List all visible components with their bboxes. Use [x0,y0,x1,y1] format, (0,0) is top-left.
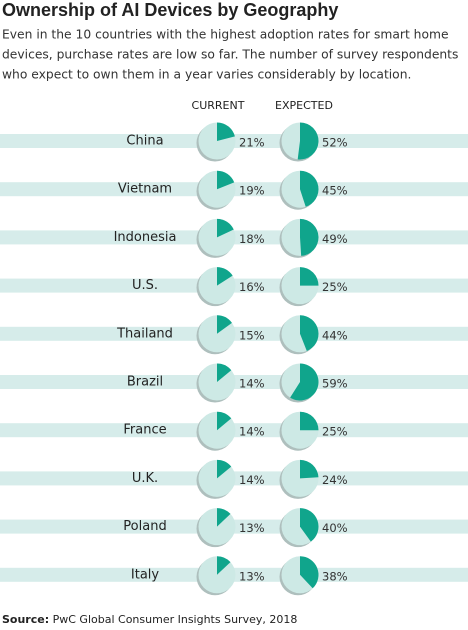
category-label: U.K. [132,471,158,486]
category-label: Poland [123,519,166,534]
pie-slice [300,315,319,352]
category-label: Vietnam [118,182,172,197]
value-label: 14% [239,425,265,439]
pie-slice [217,122,235,141]
subtitle-line: Even in the 10 countries with the highes… [2,28,449,42]
column-header: EXPECTED [275,99,333,112]
pie-slice [217,218,234,238]
value-label: 24% [322,473,348,487]
value-label: 18% [239,232,265,246]
value-label: 19% [239,184,265,198]
value-label: 44% [322,328,348,342]
pie-slice [217,459,232,479]
category-label: Brazil [127,375,163,390]
column-header: CURRENT [192,99,245,112]
pie-slice [300,170,319,207]
pie-slice [217,508,231,527]
pie-slice [300,459,319,479]
value-label: 14% [239,377,265,391]
value-label: 45% [322,184,348,198]
pie-slice [217,363,232,382]
value-label: 52% [322,136,348,150]
source-label: Source: [2,613,49,626]
value-label: 40% [322,521,348,535]
value-label: 25% [322,425,348,439]
pie-slice [217,411,232,431]
value-label: 14% [239,473,265,487]
value-label: 59% [322,377,348,391]
value-label: 38% [322,569,348,583]
pie-slice [297,122,319,160]
value-label: 13% [239,569,265,583]
value-label: 16% [239,280,265,294]
pie-slice [300,508,319,542]
pie-slice [300,218,319,256]
category-label: Italy [131,567,160,582]
category-label: Thailand [116,326,173,341]
pie-slice [300,267,319,286]
pie-slice [217,315,232,334]
value-label: 21% [239,136,265,150]
subtitle-line: devices, purchase rates are low so far. … [2,48,458,62]
chart-title: Ownership of AI Devices by Geography [2,0,338,20]
pie-slice [217,170,235,190]
pie-slice [290,363,319,401]
category-label: France [123,423,166,438]
value-label: 13% [239,521,265,535]
value-label: 15% [239,328,265,342]
category-label: Indonesia [114,230,177,245]
source: Source: PwC Global Consumer Insights Sur… [2,613,297,626]
subtitle-line: who expect to own them in a year varies … [2,68,411,82]
pie-slice [300,411,319,431]
pie-slice [217,267,233,286]
category-label: China [126,134,163,149]
category-label: U.S. [132,278,158,293]
value-label: 49% [322,232,348,246]
source-text: PwC Global Consumer Insights Survey, 201… [53,613,298,626]
pie-slice [217,556,231,575]
pie-slice [300,556,319,589]
value-label: 25% [322,280,348,294]
